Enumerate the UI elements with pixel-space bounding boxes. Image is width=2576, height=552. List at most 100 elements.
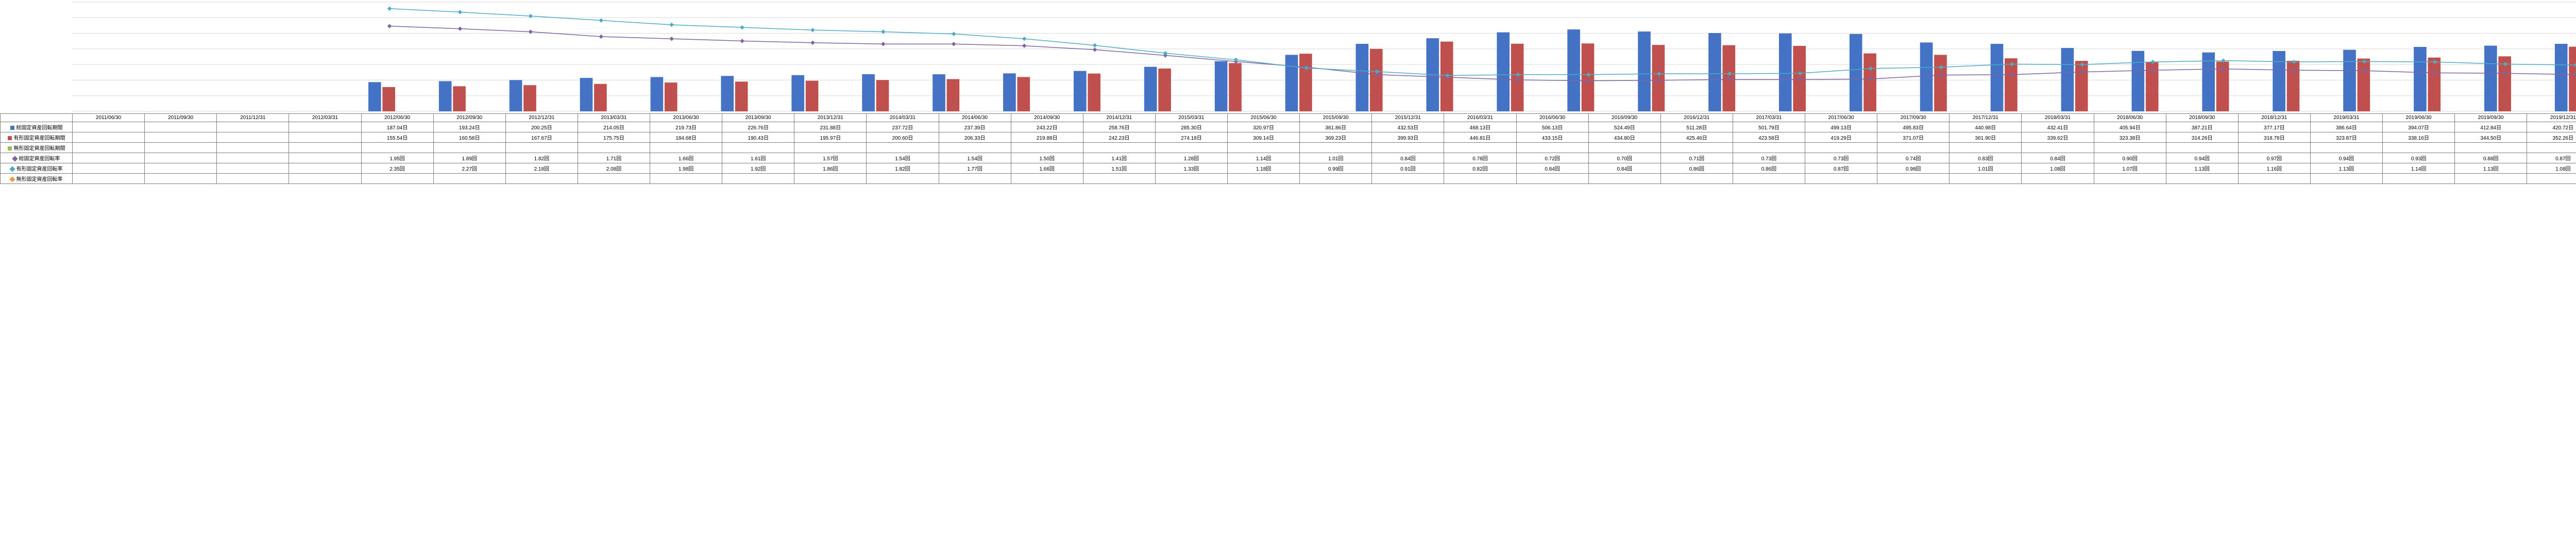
data-cell (289, 132, 361, 143)
category-cell: 2014/09/30 (1011, 114, 1083, 122)
data-cell (1660, 174, 1733, 184)
data-cell (1950, 174, 2022, 184)
data-cell: 499.13日 (1805, 122, 1877, 132)
bar-s2 (1017, 77, 1030, 111)
data-cell: 387.21日 (2166, 122, 2238, 132)
data-cell (1805, 174, 1877, 184)
data-cell: 243.22日 (1011, 122, 1083, 132)
bar-s1 (1215, 61, 1228, 111)
marker-s5 (810, 28, 815, 32)
data-row-s6: 無形固定資産回転率0.78回無形固定資産回転率 (1, 174, 2576, 184)
legend-marker-s2 (8, 136, 12, 140)
data-cell: 0.73回 (1805, 153, 1877, 163)
data-cell: 433.15日 (1516, 132, 1588, 143)
category-cell: 2015/09/30 (1300, 114, 1372, 122)
category-cell: 2014/06/30 (939, 114, 1011, 122)
bar-s1 (2484, 46, 2497, 111)
data-cell (2238, 143, 2310, 153)
category-cell: 2013/03/31 (578, 114, 650, 122)
marker-s5 (1093, 43, 1097, 47)
category-cell: 2012/09/30 (433, 114, 505, 122)
data-cell: 320.97日 (1228, 122, 1300, 132)
data-cell (1805, 143, 1877, 153)
data-cell (2383, 174, 2455, 184)
category-cell: 2017/09/30 (1877, 114, 1950, 122)
bar-s1 (1850, 34, 1862, 111)
data-cell: 231.88日 (794, 122, 867, 132)
data-cell (1444, 174, 1516, 184)
data-cell: 1.57回 (794, 153, 867, 163)
data-cell: 0.93回 (2383, 153, 2455, 163)
bar-s1 (2273, 51, 2285, 111)
row-label-s6: 無形固定資産回転率 (1, 174, 73, 184)
category-cell: 2012/06/30 (361, 114, 433, 122)
data-cell (361, 174, 433, 184)
data-cell (145, 132, 217, 143)
marker-s4 (458, 26, 462, 30)
data-cell: 394.07日 (2383, 122, 2455, 132)
data-cell: 423.58日 (1733, 132, 1805, 143)
data-cell (1444, 143, 1516, 153)
data-cell: 193.24日 (433, 122, 505, 132)
marker-s4 (1022, 44, 1026, 48)
bar-s1 (2414, 47, 2427, 111)
data-cell: 1.66回 (1011, 163, 1083, 174)
data-cell: 0.99回 (1300, 163, 1372, 174)
data-cell: 0.74回 (1877, 153, 1950, 163)
data-cell (939, 143, 1011, 153)
category-cell: 2011/09/30 (145, 114, 217, 122)
data-cell (1372, 143, 1444, 153)
data-cell: 1.54回 (867, 153, 939, 163)
data-cell: 318.78日 (2238, 132, 2310, 143)
bar-s2 (382, 87, 395, 111)
bar-s2 (947, 79, 960, 111)
data-cell (867, 174, 939, 184)
data-cell: 200.60日 (867, 132, 939, 143)
data-cell (217, 153, 289, 163)
data-cell: 323.38日 (2094, 132, 2166, 143)
category-cell: 2016/06/30 (1516, 114, 1588, 122)
data-cell: 0.71回 (1660, 153, 1733, 163)
data-cell: 274.18日 (1155, 132, 1227, 143)
data-cell (2527, 143, 2576, 153)
bar-s1 (2555, 44, 2568, 111)
bar-s2 (876, 80, 889, 111)
data-cell (73, 174, 145, 184)
legend-text-s3: 無形固定資産回転期間 (14, 146, 65, 152)
category-cell: 2017/12/31 (1950, 114, 2022, 122)
category-row: 2011/06/302011/09/302011/12/312012/03/31… (1, 114, 2576, 122)
data-cell (145, 143, 217, 153)
marker-s4 (387, 24, 392, 28)
data-cell (145, 153, 217, 163)
category-cell: 2018/09/30 (2166, 114, 2238, 122)
data-cell: 187.04日 (361, 122, 433, 132)
category-cell: 2019/09/30 (2455, 114, 2527, 122)
data-cell: 377.17日 (2238, 122, 2310, 132)
data-cell (2094, 143, 2166, 153)
data-cell (2238, 174, 2310, 184)
data-cell: 1.08回 (2022, 163, 2094, 174)
data-cell: 1.07回 (2094, 163, 2166, 174)
data-cell: 495.83日 (1877, 122, 1950, 132)
data-cell: 0.70回 (1588, 153, 1660, 163)
data-cell (867, 143, 939, 153)
data-cell (433, 174, 505, 184)
legend-marker-s3 (8, 146, 12, 150)
data-cell (145, 122, 217, 132)
bar-s2 (2569, 47, 2576, 111)
data-cell (722, 143, 794, 153)
data-cell: 371.07日 (1877, 132, 1950, 143)
data-cell: 0.84回 (1588, 163, 1660, 174)
bar-s1 (1708, 33, 1721, 111)
data-cell: 420.72日 (2527, 122, 2576, 132)
category-cell: 2016/09/30 (1588, 114, 1660, 122)
data-cell (1950, 143, 2022, 153)
category-cell: 2018/12/31 (2238, 114, 2310, 122)
data-cell (145, 163, 217, 174)
data-cell: 1.41回 (1083, 153, 1155, 163)
data-cell: 309.14日 (1228, 132, 1300, 143)
bar-s1 (2061, 48, 2074, 111)
category-cell: 2014/03/31 (867, 114, 939, 122)
bar-s1 (721, 76, 734, 111)
plot-area: 0.00日100.00日200.00日300.00日400.00日500.00日… (0, 0, 2576, 113)
